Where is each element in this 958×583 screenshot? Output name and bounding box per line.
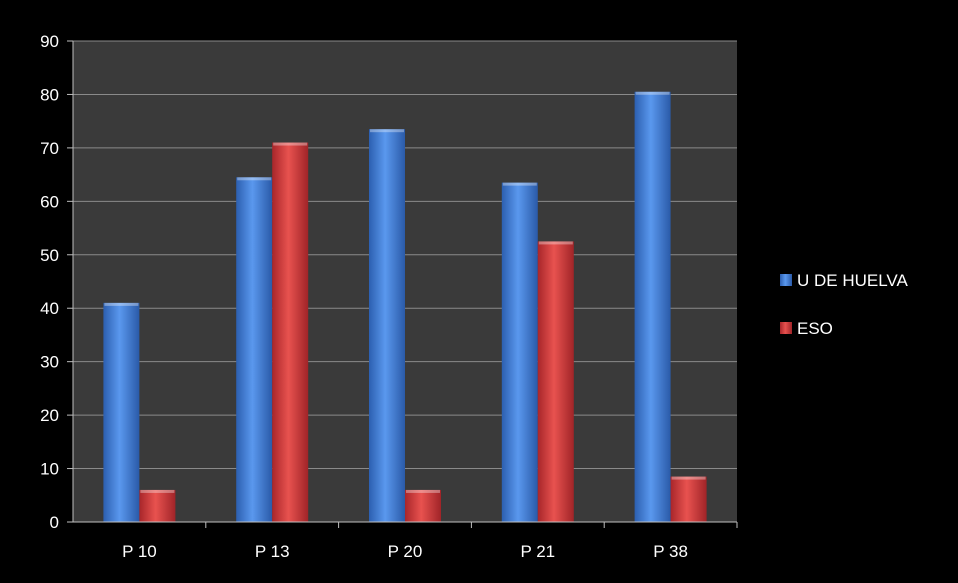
x-tick-label: P 21 — [520, 542, 555, 561]
bar-u-de-huelva-0 — [103, 302, 140, 522]
legend: U DE HUELVA ESO — [780, 271, 909, 338]
y-tick-label: 10 — [40, 460, 59, 479]
bar-u-de-huelva-3 — [501, 182, 538, 522]
bar-eso-0 — [139, 489, 176, 522]
y-tick-label: 70 — [40, 139, 59, 158]
bar-top-highlight — [370, 129, 404, 133]
bar-u-de-huelva-4 — [634, 91, 671, 523]
legend-label-u-de-huelva: U DE HUELVA — [797, 271, 909, 290]
bar-eso-3 — [537, 241, 574, 522]
bar-top-highlight — [237, 177, 272, 181]
bar-top-highlight — [140, 489, 175, 493]
bars — [103, 91, 707, 523]
legend-label-eso: ESO — [797, 319, 833, 338]
bar-top-highlight — [538, 241, 573, 245]
x-tick-label: P 13 — [255, 542, 290, 561]
bar-u-de-huelva-1 — [236, 177, 273, 523]
bar-top-highlight — [406, 489, 440, 493]
y-tick-label: 60 — [40, 192, 59, 211]
y-tick-label: 20 — [40, 406, 59, 425]
bar-u-de-huelva-2 — [369, 129, 405, 522]
y-tick-label: 30 — [40, 353, 59, 372]
bar-top-highlight — [273, 142, 308, 146]
y-tick-label: 50 — [40, 246, 59, 265]
x-tick-label: P 38 — [653, 542, 688, 561]
legend-swatch-u-de-huelva — [780, 274, 792, 286]
axes: 0 10 20 30 40 50 60 70 80 90 P 10 P 13 P 20 P 21 P 38 — [40, 32, 738, 561]
bar-eso-1 — [272, 142, 309, 523]
legend-swatch-eso — [780, 322, 792, 334]
bar-top-highlight — [635, 91, 670, 95]
bar-top-highlight — [671, 476, 706, 480]
bar-top-highlight — [502, 182, 537, 186]
y-tick-label: 0 — [50, 513, 59, 532]
x-tick-label: P 10 — [122, 542, 157, 561]
y-tick-label: 90 — [40, 32, 59, 51]
y-tick-label: 40 — [40, 299, 59, 318]
bar-eso-2 — [405, 489, 441, 522]
bar-eso-4 — [670, 476, 707, 522]
y-tick-label: 80 — [40, 85, 59, 104]
x-tick-label: P 20 — [388, 542, 423, 561]
bar-top-highlight — [104, 302, 139, 306]
